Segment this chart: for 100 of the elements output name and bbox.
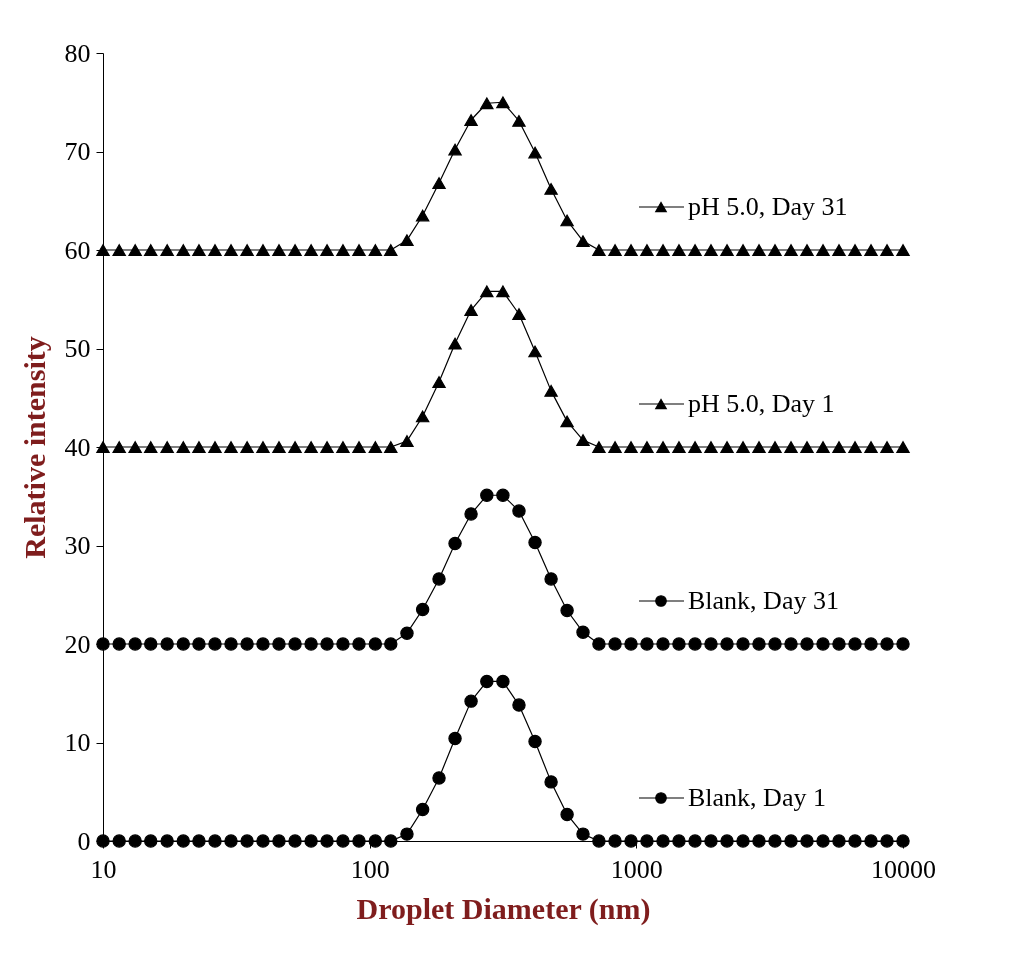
point xyxy=(432,572,446,586)
point xyxy=(240,441,254,453)
point xyxy=(176,834,190,848)
point xyxy=(384,441,398,453)
point xyxy=(352,637,366,651)
y-tick-label: 40 xyxy=(64,432,91,462)
point xyxy=(656,637,670,651)
point xyxy=(480,285,494,298)
point xyxy=(320,834,334,848)
point xyxy=(880,244,894,256)
point xyxy=(160,441,174,453)
point xyxy=(560,415,574,428)
point xyxy=(336,244,350,256)
point xyxy=(720,441,734,453)
point xyxy=(512,308,526,320)
point xyxy=(560,603,574,618)
point xyxy=(288,637,302,651)
point xyxy=(752,244,766,256)
point xyxy=(480,488,494,502)
point xyxy=(240,244,254,256)
point xyxy=(208,441,222,453)
y-tick-label: 0 xyxy=(77,826,91,856)
point xyxy=(448,731,462,746)
point xyxy=(864,834,878,848)
point xyxy=(224,441,238,453)
point xyxy=(288,834,302,848)
point xyxy=(512,504,526,518)
point xyxy=(592,637,606,651)
y-tick-label: 70 xyxy=(64,137,91,166)
point xyxy=(896,637,910,651)
point xyxy=(224,244,238,256)
point xyxy=(816,441,830,453)
y-tick-label: 50 xyxy=(64,334,91,363)
point xyxy=(448,536,462,551)
point xyxy=(448,143,462,156)
point xyxy=(432,771,446,785)
point xyxy=(528,734,542,749)
point xyxy=(672,834,686,848)
point xyxy=(816,834,830,848)
y-tick-label: 80 xyxy=(64,38,91,68)
point xyxy=(560,807,574,822)
point xyxy=(608,244,622,256)
point xyxy=(256,244,270,256)
point xyxy=(800,441,814,453)
point xyxy=(768,834,782,848)
point xyxy=(400,435,414,447)
point xyxy=(320,441,334,453)
y-tick-label: 20 xyxy=(64,629,91,659)
point xyxy=(704,637,718,651)
point xyxy=(464,694,478,708)
point xyxy=(384,244,398,256)
point xyxy=(832,244,846,256)
point xyxy=(160,834,174,848)
point xyxy=(560,214,574,227)
point xyxy=(640,637,654,651)
point xyxy=(784,834,798,848)
point xyxy=(336,637,350,651)
point xyxy=(208,834,222,848)
x-tick-label: 10000 xyxy=(871,854,936,884)
point xyxy=(736,637,750,651)
point xyxy=(576,625,590,639)
point xyxy=(752,441,766,453)
point xyxy=(272,834,286,848)
point xyxy=(784,637,798,651)
x-tick-label: 10 xyxy=(90,854,117,884)
point xyxy=(336,834,350,848)
point xyxy=(576,827,590,841)
point xyxy=(496,488,510,502)
point xyxy=(576,235,590,248)
point xyxy=(848,244,862,256)
point xyxy=(784,441,798,453)
y-tick-label: 10 xyxy=(64,728,91,757)
point xyxy=(800,637,814,651)
point xyxy=(544,775,558,789)
point xyxy=(544,183,558,195)
point xyxy=(640,441,654,453)
point xyxy=(880,637,894,651)
point xyxy=(144,637,158,651)
point xyxy=(496,285,510,298)
point xyxy=(304,834,318,848)
point xyxy=(192,834,206,848)
point xyxy=(704,441,718,453)
point xyxy=(688,441,702,453)
point xyxy=(816,637,830,651)
point xyxy=(832,441,846,453)
point xyxy=(624,834,638,848)
point xyxy=(736,834,750,848)
point xyxy=(848,441,862,453)
point xyxy=(432,376,446,388)
point xyxy=(128,441,142,453)
point xyxy=(112,834,126,848)
point xyxy=(608,637,622,651)
point xyxy=(448,337,462,350)
point xyxy=(368,441,383,453)
point xyxy=(336,441,350,453)
point xyxy=(208,244,222,256)
point xyxy=(415,410,430,423)
point xyxy=(112,637,126,651)
point xyxy=(800,834,814,848)
point xyxy=(656,244,670,256)
